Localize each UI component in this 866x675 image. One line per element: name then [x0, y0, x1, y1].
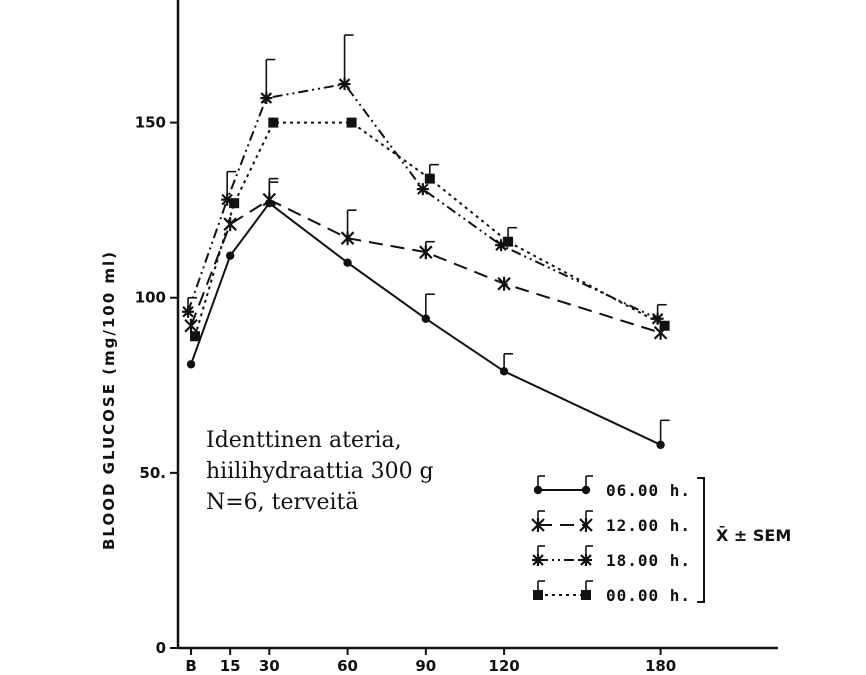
x-tick-label-B: B — [185, 657, 196, 675]
legend-marker-b-2 — [579, 518, 593, 532]
series-layer — [182, 34, 670, 450]
series-2 — [184, 181, 668, 340]
legend-label-3: 18.00 h. — [606, 551, 691, 570]
x-tick-label-90: 90 — [415, 657, 436, 675]
point-4-6 — [659, 320, 670, 331]
legend: 06.00 h. 12.00 h. 18.00 h. 00.00 h. X̄ ± SEM — [531, 475, 791, 605]
series-4 — [190, 117, 670, 342]
point-3-3 — [338, 78, 351, 91]
point-2-4 — [419, 245, 433, 260]
y-axis-label-group: BLOOD GLUCOSE (mg/100 ml) — [100, 250, 118, 550]
point-3-0 — [182, 305, 195, 318]
legend-label-2: 12.00 h. — [606, 516, 691, 535]
legend-label-1: 06.00 h. — [606, 481, 691, 500]
legend-item-4: 00.00 h. — [533, 580, 691, 605]
legend-bracket — [697, 477, 705, 603]
legend-item-2: 12.00 h. — [531, 510, 691, 535]
point-1-3 — [343, 258, 352, 267]
x-tick-label-30: 30 — [259, 657, 280, 675]
x-tick-label-60: 60 — [337, 657, 358, 675]
series-1 — [186, 177, 670, 450]
point-1-5 — [499, 367, 509, 376]
series-line-3 — [187, 83, 659, 320]
y-tick-label-0: 0 — [156, 639, 166, 657]
point-4-2 — [268, 117, 279, 128]
series-3 — [182, 34, 667, 325]
legend-sem-label: X̄ ± SEM — [716, 525, 791, 545]
legend-marker-b-1 — [581, 485, 591, 495]
point-3-4 — [416, 183, 429, 196]
point-3-2 — [260, 92, 273, 105]
point-2-5 — [497, 276, 511, 291]
point-4-1 — [229, 198, 240, 209]
x-tick-label-180: 180 — [645, 657, 676, 675]
y-tick-label-150: 150 — [135, 114, 166, 132]
annotation-line-1: Identtinen ateria, — [206, 428, 402, 453]
legend-marker-a-3 — [532, 554, 544, 566]
point-1-6 — [656, 440, 665, 450]
point-1-0 — [186, 360, 196, 369]
point-4-0 — [190, 331, 201, 342]
point-2-1 — [223, 217, 237, 232]
legend-marker-b-4 — [581, 590, 591, 600]
x-tick-label-15: 15 — [220, 657, 241, 675]
y-tick-label-50: 50. — [139, 464, 166, 482]
legend-marker-a-2 — [531, 518, 545, 532]
point-4-3 — [346, 117, 357, 128]
annotation-box: Identtinen ateria, hiilihydraattia 300 g… — [206, 425, 434, 518]
legend-marker-a-1 — [533, 485, 543, 495]
series-line-4 — [194, 121, 666, 337]
y-tick-label-100: 100 — [135, 289, 166, 307]
legend-label-4: 00.00 h. — [606, 586, 691, 605]
series-line-1 — [190, 201, 662, 446]
point-4-5 — [503, 236, 514, 247]
axes: 0 50. 100 150 B 15 30 60 90 120 180 — [135, 0, 778, 675]
annotation-line-2: hiilihydraattia 300 g — [206, 459, 434, 484]
point-2-3 — [340, 231, 355, 246]
point-4-4 — [424, 173, 435, 184]
x-tick-label-120: 120 — [488, 657, 519, 675]
annotation-line-3: N=6, terveitä — [206, 490, 359, 515]
legend-marker-b-3 — [580, 554, 592, 566]
point-1-1 — [225, 251, 235, 260]
legend-marker-a-4 — [533, 590, 543, 600]
point-2-2 — [262, 192, 277, 207]
point-2-0 — [184, 318, 198, 333]
point-1-4 — [421, 314, 431, 323]
legend-item-1: 06.00 h. — [533, 475, 691, 500]
y-axis-label: BLOOD GLUCOSE (mg/100 ml) — [100, 250, 118, 550]
legend-item-3: 18.00 h. — [532, 545, 691, 570]
